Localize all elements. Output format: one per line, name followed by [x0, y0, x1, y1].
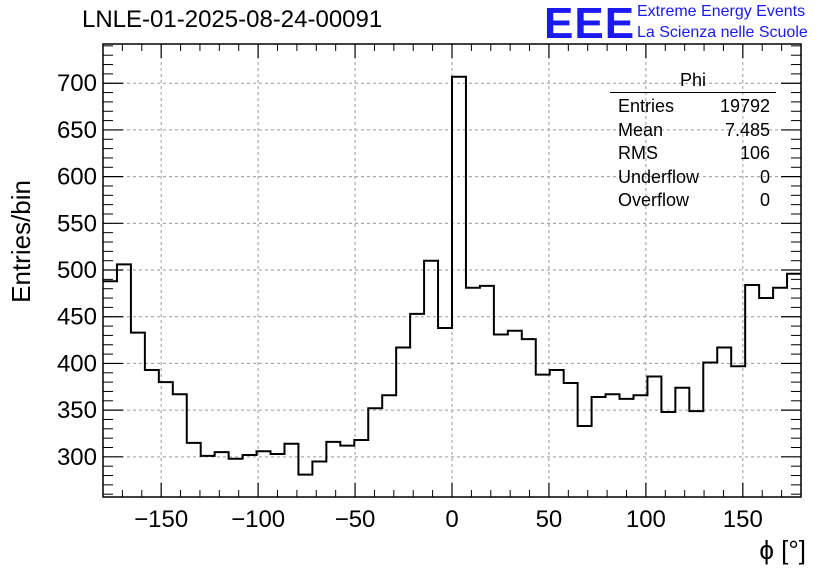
stats-row: RMS 106 [610, 142, 776, 166]
stats-value: 0 [759, 190, 770, 210]
logo-line-2: La Scienza nelle Scuole [637, 24, 808, 41]
stats-value: 7.485 [724, 119, 770, 140]
chart-title: LNLE-01-2025-08-24-00091 [82, 6, 383, 33]
axis-tick-labels: −150 −100 −50 0 50 100 150 300 350 400 450 500 550 60… [57, 70, 763, 533]
stats-value: 0 [759, 166, 770, 187]
stats-label: Overflow [618, 190, 690, 210]
stats-label: Underflow [618, 166, 700, 187]
eee-logo: EEE [544, 0, 636, 48]
stats-box: Phi Entries 19792 Mean 7.485 RMS 106 Underf… [610, 70, 776, 213]
y-tick-label: 300 [57, 444, 97, 471]
x-tick-label: −50 [335, 506, 376, 533]
y-tick-label: 400 [57, 350, 97, 377]
y-tick-label: 600 [57, 164, 97, 191]
stats-title: Phi [610, 70, 776, 93]
stats-value: 106 [739, 143, 770, 163]
x-tick-label: 0 [445, 506, 458, 533]
y-tick-label: 350 [57, 397, 97, 424]
y-tick-label: 650 [57, 117, 97, 144]
x-axis-label: ϕ [°] [759, 535, 806, 565]
y-tick-label: 450 [57, 304, 97, 331]
stats-row: Mean 7.485 [610, 119, 776, 143]
y-axis-label: Entries/bin [6, 180, 36, 303]
stats-row: Entries 19792 [610, 95, 776, 119]
stats-label: Mean [618, 119, 664, 140]
stats-row: Underflow 0 [610, 166, 776, 190]
stats-label: RMS [618, 143, 658, 163]
stats-value: 19792 [719, 96, 770, 116]
logo-line-1: Extreme Energy Events [637, 3, 806, 20]
y-tick-label: 500 [57, 257, 97, 284]
y-tick-label: 700 [57, 70, 97, 97]
x-tick-label: 50 [536, 506, 563, 533]
histogram-series-line [103, 75, 801, 476]
y-tick-label: 550 [57, 210, 97, 237]
x-tick-label: 100 [626, 506, 666, 533]
axis-ticks [103, 44, 801, 497]
stats-row: Overflow 0 [610, 189, 776, 213]
stats-label: Entries [618, 96, 675, 116]
x-tick-label: 150 [723, 506, 763, 533]
x-tick-label: −150 [134, 506, 188, 533]
x-tick-label: −100 [231, 506, 285, 533]
